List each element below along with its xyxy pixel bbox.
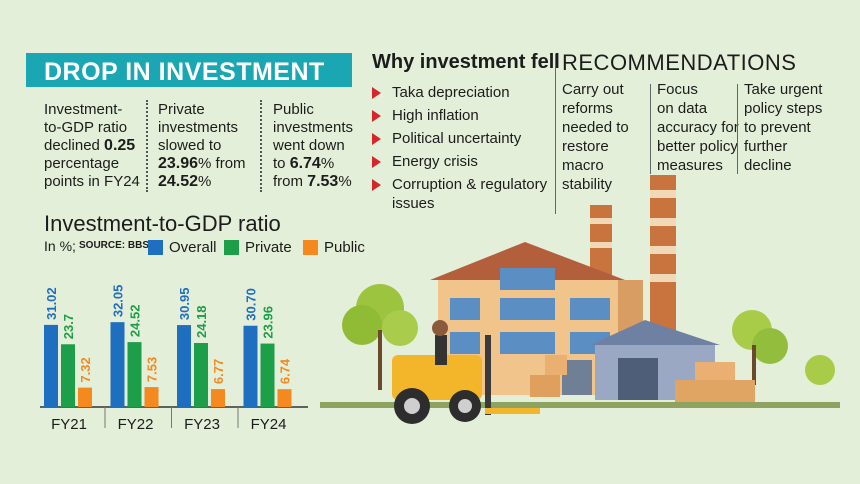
arrow-icon (372, 87, 381, 99)
factory-building (430, 242, 643, 395)
why-item: Political uncertainty (372, 130, 552, 153)
stat-public-value-old: 7.53 (307, 173, 339, 190)
bar-overall-fy23 (177, 325, 191, 407)
bar-value-label: 23.7 (61, 314, 76, 339)
stat-public-line: to 6.74% (273, 155, 335, 172)
bar-public-fy23 (211, 389, 225, 407)
chart-source: SOURCE: BBS (79, 240, 150, 251)
bar-value-label: 24.18 (194, 305, 209, 338)
page-title: DROP IN INVESTMENT (44, 58, 325, 86)
section-divider (555, 54, 556, 214)
legend-swatch-public (303, 240, 318, 255)
arrow-icon (372, 110, 381, 122)
bar-value-label: 23.96 (261, 306, 276, 339)
bar-overall-fy22 (110, 322, 125, 407)
legend-swatch-overall (148, 240, 163, 255)
bar-private-fy23 (194, 342, 208, 407)
arrow-icon (372, 156, 381, 168)
stat-ratio-line: points in FY24 (44, 173, 140, 190)
stat-public-line: investments (273, 119, 354, 136)
ground-line (320, 402, 840, 408)
x-tick-label: FY21 (51, 416, 87, 433)
x-tick-label: FY23 (184, 416, 220, 433)
legend-label-private: Private (245, 239, 292, 256)
stat-public-line: went down (273, 137, 345, 154)
recommendations-title: RECOMMENDATIONS (562, 50, 797, 75)
crates (530, 355, 755, 402)
stat-ratio: Investment- to-GDP ratio declined 0.25 p… (44, 101, 144, 191)
bar-value-label: 6.74 (278, 358, 293, 384)
bar-overall-fy21 (44, 324, 58, 407)
bar-public-fy24 (277, 389, 292, 407)
bar-value-label: 30.70 (244, 288, 259, 321)
bar-public-fy21 (78, 387, 92, 407)
recommendation-2: Focus on data accuracy for better policy mea… (657, 81, 739, 174)
stat-public: Public investments went down to 6.74% fr… (273, 101, 363, 191)
chart-unit: In %; (44, 238, 76, 254)
stat-divider (146, 100, 148, 192)
stat-public-line: from 7.53% (273, 173, 352, 190)
bar-value-label: 7.32 (78, 357, 93, 382)
bar-value-label: 6.77 (211, 359, 226, 384)
stat-ratio-line: percentage (44, 155, 120, 172)
chart-title: Investment-to-GDP ratio (44, 211, 281, 236)
why-item: Energy crisis (372, 153, 552, 176)
recommendation-divider (737, 84, 738, 174)
bar-overall-fy24 (243, 325, 258, 407)
recommendation-1: Carry out reforms needed to restore macro st… (562, 81, 629, 193)
bar-value-label: 31.02 (44, 287, 59, 320)
why-item: High inflation (372, 107, 552, 130)
forklift (392, 320, 540, 424)
title-banner (26, 53, 352, 87)
stat-public-value-new: 6.74 (289, 155, 321, 172)
legend-label-overall: Overall (169, 239, 217, 256)
bar-value-label: 32.05 (111, 285, 126, 318)
x-tick-label: FY22 (118, 416, 154, 433)
bar-value-label: 30.95 (177, 288, 192, 321)
stat-ratio-line: to-GDP ratio (44, 119, 128, 136)
bar-private-fy24 (260, 343, 275, 407)
why-title: Why investment fell (372, 51, 560, 73)
why-item: Corruption & regulatory (372, 176, 552, 195)
why-item: Taka depreciation (372, 84, 552, 107)
bar-value-label: 7.53 (145, 357, 160, 382)
factory-illustration (320, 175, 840, 424)
recommendation-3: Take urgent policy steps to prevent further… (744, 81, 823, 174)
stat-private-value-new: 23.96 (158, 155, 199, 172)
legend-label-public: Public (324, 239, 365, 256)
bar-private-fy21 (61, 344, 75, 407)
background-trees (342, 284, 835, 390)
stat-ratio-value: 0.25 (104, 137, 136, 154)
arrow-icon (372, 133, 381, 145)
why-list: Taka depreciation High inflation Politic… (372, 84, 552, 213)
bar-value-label: 24.52 (128, 305, 143, 338)
stat-ratio-line: Investment- (44, 101, 123, 118)
stat-private-line: slowed to (158, 137, 222, 154)
arrow-icon (372, 179, 381, 191)
stat-private-line: 23.96% from (158, 155, 246, 172)
stat-public-line: Public (273, 101, 314, 118)
stat-private-line: 24.52% (158, 173, 212, 190)
x-tick-label: FY24 (251, 416, 287, 433)
stat-private-line: Private (158, 101, 205, 118)
stat-private: Private investments slowed to 23.96% fro… (158, 101, 266, 191)
stat-ratio-line: declined 0.25 (44, 137, 136, 154)
why-item-continued: issues (392, 195, 435, 212)
bar-public-fy22 (144, 387, 159, 407)
stat-divider (260, 100, 262, 192)
legend-swatch-private (224, 240, 239, 255)
bar-private-fy22 (127, 342, 142, 407)
stat-private-line: investments (158, 119, 239, 136)
stat-private-value-old: 24.52 (158, 173, 199, 190)
recommendation-divider (650, 84, 651, 174)
